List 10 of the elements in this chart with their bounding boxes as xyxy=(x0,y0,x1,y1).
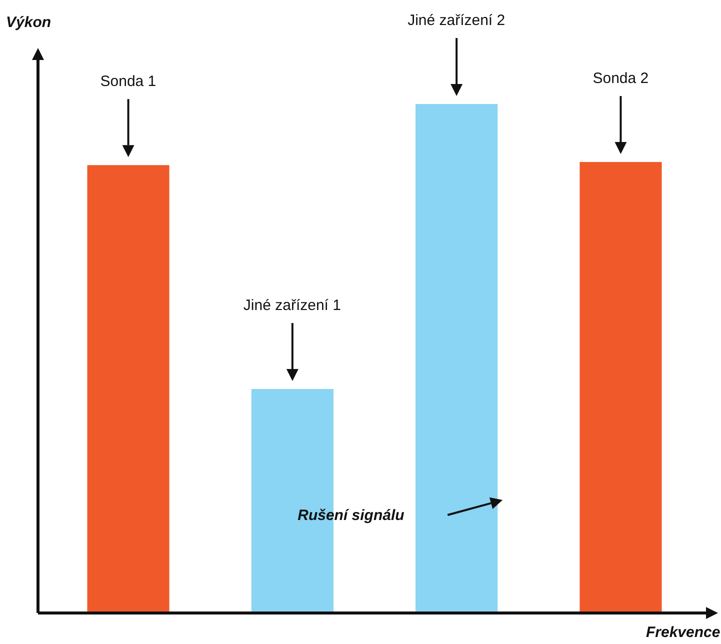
text: Jiné zařízení 2 xyxy=(408,12,506,29)
text: Sonda 2 xyxy=(592,70,649,88)
bar xyxy=(87,165,170,613)
bar xyxy=(580,162,662,613)
x-axis-title: Frekvence xyxy=(646,624,720,641)
bar xyxy=(416,104,498,613)
annotation: Rušení signálu xyxy=(298,507,404,524)
annotation: Jiné zařízení 1 xyxy=(243,297,341,314)
text: Sonda 1 xyxy=(100,73,156,90)
y-axis-title: Výkon xyxy=(6,14,52,31)
